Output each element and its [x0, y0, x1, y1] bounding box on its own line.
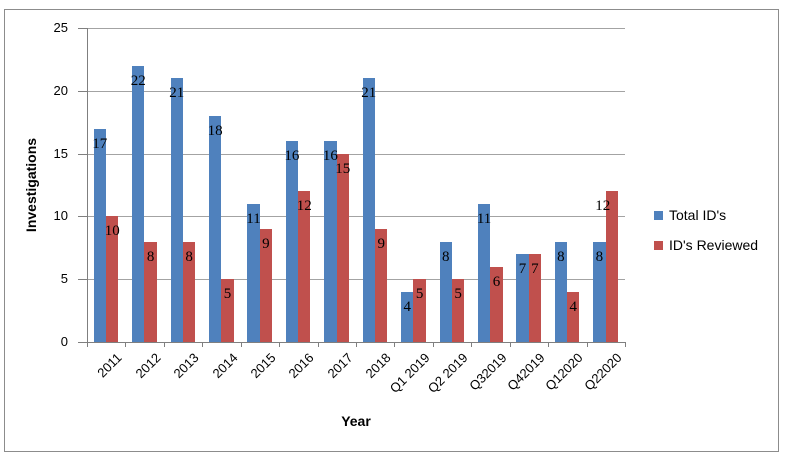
- bar-id-s-reviewed-2013: [182, 241, 196, 342]
- data-label-total-id-s-2015: 11: [246, 210, 261, 227]
- data-label-id-s-reviewed-2016: 12: [296, 198, 312, 215]
- x-tickmark-10: [471, 342, 473, 347]
- x-tickmark-9: [432, 342, 434, 347]
- gridline-y-10: [87, 216, 625, 218]
- bar-id-s-reviewed-q32019: [490, 266, 503, 342]
- x-tickmark-2: [163, 342, 165, 347]
- bar-id-s-reviewed-2014: [221, 279, 234, 342]
- legend-item-total-ids: Total ID's: [654, 207, 758, 223]
- bar-total-id-s-2017: [324, 141, 337, 342]
- y-tick-label-10: 10: [53, 208, 68, 224]
- gridline-y-5: [87, 279, 625, 281]
- data-label-id-s-reviewed-2012: 8: [146, 248, 155, 265]
- y-tick-label-0: 0: [60, 334, 68, 349]
- y-tick-label-20: 20: [53, 82, 68, 98]
- data-label-id-s-reviewed-q12020: 4: [569, 298, 578, 315]
- bar-total-id-s-2015: [247, 203, 260, 342]
- data-label-total-id-s-2012: 22: [130, 72, 146, 89]
- legend-item-ids-reviewed: ID's Reviewed: [654, 237, 758, 253]
- x-tickmark-8: [394, 342, 396, 347]
- x-axis-title: Year: [341, 413, 371, 429]
- bar-total-id-s-2014: [208, 115, 222, 342]
- data-label-total-id-s-q42019: 7: [518, 261, 527, 278]
- legend-swatch-total-ids: [654, 210, 663, 220]
- data-label-total-id-s-q32019: 11: [476, 210, 492, 227]
- data-label-total-id-s-q2-2019: 8: [441, 248, 450, 265]
- y-tick-label-15: 15: [53, 145, 68, 161]
- bar-total-id-s-q42019: [516, 254, 529, 342]
- y-axis-line: [87, 28, 88, 342]
- data-label-id-s-reviewed-2015: 9: [262, 236, 270, 252]
- data-label-id-s-reviewed-2017: 15: [335, 160, 351, 177]
- x-tickmark-13: [586, 342, 588, 347]
- bar-total-id-s-q2-2019: [439, 241, 452, 342]
- data-label-total-id-s-q1-2019: 4: [403, 298, 411, 315]
- bar-total-id-s-2018: [362, 78, 375, 342]
- x-tickmark-12: [548, 342, 550, 347]
- data-label-total-id-s-2018: 21: [361, 85, 377, 102]
- data-label-total-id-s-q22020: 8: [595, 248, 604, 265]
- data-label-total-id-s-2011: 17: [92, 135, 108, 152]
- data-label-id-s-reviewed-q42019: 7: [531, 261, 539, 278]
- legend: Total ID's ID's Reviewed: [654, 207, 758, 267]
- bar-total-id-s-2012: [132, 65, 145, 342]
- bar-total-id-s-2016: [285, 141, 299, 342]
- bar-id-s-reviewed-q12020: [567, 291, 580, 342]
- y-axis-title: Investigations: [23, 137, 39, 233]
- data-label-id-s-reviewed-q1-2019: 5: [415, 286, 424, 303]
- bar-total-id-s-2011: [93, 128, 106, 342]
- gridline-y-15: [87, 153, 625, 155]
- data-label-id-s-reviewed-2014: 5: [223, 286, 232, 303]
- bar-id-s-reviewed-2012: [144, 241, 157, 342]
- bar-id-s-reviewed-2016: [298, 191, 311, 342]
- bar-id-s-reviewed-q22020: [605, 191, 618, 342]
- gridline-y-25: [87, 28, 625, 29]
- data-label-id-s-reviewed-2011: 10: [104, 223, 120, 240]
- bar-total-id-s-q12020: [554, 241, 568, 342]
- bar-total-id-s-2013: [170, 78, 183, 342]
- y-tick-label-25: 25: [53, 20, 68, 35]
- x-tickmark-0: [87, 342, 88, 347]
- x-axis-line: [78, 342, 625, 343]
- legend-label-total-ids: Total ID's: [669, 207, 727, 223]
- x-tickmark-14: [625, 342, 626, 347]
- bar-id-s-reviewed-q42019: [528, 254, 542, 342]
- bar-total-id-s-q32019: [477, 203, 491, 342]
- y-tickmark-25: [78, 28, 87, 29]
- y-tickmark-15: [78, 153, 87, 155]
- data-label-id-s-reviewed-q2-2019: 5: [454, 286, 462, 303]
- data-label-total-id-s-2013: 21: [169, 85, 185, 102]
- bar-id-s-reviewed-2018: [375, 229, 388, 342]
- bar-id-s-reviewed-2015: [259, 229, 273, 342]
- gridline-y-20: [87, 90, 625, 92]
- x-tickmark-11: [509, 342, 511, 347]
- data-label-total-id-s-2014: 18: [207, 122, 223, 139]
- bar-total-id-s-q22020: [593, 241, 606, 342]
- y-tick-label-5: 5: [60, 271, 68, 287]
- bar-total-id-s-q1-2019: [401, 291, 414, 342]
- x-tickmark-6: [317, 342, 319, 347]
- y-tickmark-10: [78, 216, 87, 218]
- data-label-id-s-reviewed-2013: 8: [185, 248, 193, 265]
- data-label-total-id-s-2016: 16: [284, 148, 300, 164]
- legend-swatch-ids-reviewed: [654, 240, 663, 250]
- bar-id-s-reviewed-q1-2019: [413, 279, 426, 342]
- x-tickmark-3: [202, 342, 204, 347]
- bar-id-s-reviewed-q2-2019: [451, 279, 465, 342]
- bar-id-s-reviewed-2017: [336, 153, 349, 342]
- legend-label-ids-reviewed: ID's Reviewed: [669, 237, 759, 253]
- y-tickmark-5: [78, 279, 87, 281]
- x-tickmark-4: [240, 342, 242, 347]
- x-tickmark-7: [356, 342, 357, 347]
- y-tickmark-20: [78, 90, 87, 92]
- data-label-id-s-reviewed-q22020: 12: [595, 198, 611, 215]
- data-label-id-s-reviewed-2018: 9: [377, 236, 385, 252]
- x-tickmark-1: [125, 342, 127, 347]
- bar-id-s-reviewed-2011: [106, 216, 119, 342]
- data-label-id-s-reviewed-q32019: 6: [492, 273, 501, 290]
- data-label-total-id-s-q12020: 8: [557, 248, 565, 265]
- data-label-total-id-s-2017: 16: [322, 148, 338, 164]
- x-tickmark-5: [279, 342, 281, 347]
